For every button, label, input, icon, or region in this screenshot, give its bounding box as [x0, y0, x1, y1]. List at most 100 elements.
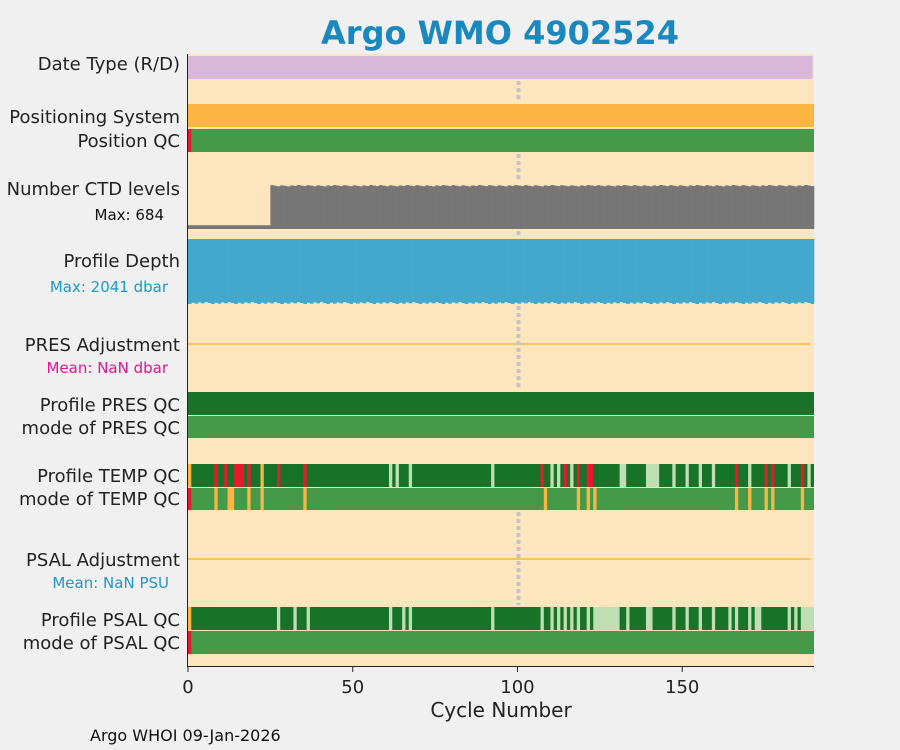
profile-depth-bar-147: [672, 239, 676, 304]
ctd-levels-bar-187: [804, 185, 808, 229]
profile-psal-qc-segment-21: [711, 607, 716, 630]
profile-depth-bar-83: [461, 239, 466, 304]
profile-temp-qc-segment-12: [540, 464, 544, 487]
profile-depth-bar-101: [520, 239, 525, 303]
profile-pres-qc-bar: [188, 392, 814, 415]
profile-depth-bar-65: [402, 239, 406, 304]
ctd-levels-bar-175: [764, 185, 769, 229]
ctd-levels-bar-155: [698, 185, 703, 229]
profile-temp-qc-segment-10: [408, 464, 413, 487]
profile-depth-bar-86: [471, 239, 475, 304]
profile-depth-bar-157: [705, 239, 709, 303]
ctd-levels-bar-114: [563, 185, 568, 229]
profile-depth-bar-108: [543, 239, 548, 303]
profile-depth-bar-189: [810, 239, 815, 304]
profile-depth-bar-45: [336, 239, 340, 303]
ctd-levels-bar-26: [273, 185, 278, 229]
mode-psal-qc-bar: [188, 631, 814, 654]
ctd-levels-bar-142: [655, 185, 660, 229]
ctd-levels-bar-186: [800, 185, 805, 229]
profile-depth-bar-113: [560, 239, 564, 303]
profile-depth-bar-150: [682, 239, 686, 303]
profile-depth-bar-187: [804, 239, 808, 303]
ctd-levels-bar-182: [787, 185, 792, 229]
profile-depth-bar-181: [784, 239, 788, 304]
profile-depth-bar-107: [540, 239, 545, 304]
profile-psal-qc-segment-19: [685, 607, 689, 630]
profile-depth-bar-66: [405, 239, 410, 303]
profile-depth-bar-38: [313, 239, 317, 303]
ctd-levels-bar-108: [543, 185, 548, 229]
ctd-levels-bar-134: [629, 186, 634, 229]
profile-depth-bar-98: [510, 239, 515, 304]
psal-adjustment-mean: Mean: NaN PSU: [52, 574, 169, 592]
ctd-levels-bar-120: [583, 185, 587, 229]
ctd-levels-bar-123: [593, 186, 597, 229]
profile-depth-bar-76: [438, 239, 442, 304]
ctd-levels-bar-11: [224, 225, 228, 229]
label-profile-psal-qc: Profile PSAL QC: [41, 610, 180, 631]
profile-depth-bar-170: [748, 239, 752, 304]
profile-depth-bar-43: [329, 239, 334, 303]
ctd-levels-bar-161: [718, 185, 723, 229]
profile-temp-qc-segment-25: [734, 464, 739, 487]
ctd-levels-bar-138: [642, 185, 647, 229]
ctd-levels-bar-124: [596, 185, 601, 229]
ctd-levels-bar-116: [570, 185, 574, 229]
profile-depth-bar-94: [497, 239, 502, 303]
ctd-levels-bar-76: [438, 185, 442, 229]
profile-depth-bar-31: [290, 239, 294, 303]
mode-temp-qc-segment-10: [734, 488, 739, 510]
ctd-levels-bar-101: [520, 186, 525, 229]
profile-psal-qc-segment-15: [593, 607, 620, 630]
profile-depth-bar-7: [211, 239, 215, 304]
position-qc-bar: [188, 129, 814, 152]
profile-psal-qc-segment-14: [586, 607, 590, 630]
ctd-levels-bar-97: [507, 185, 512, 229]
ctd-levels-bar-17: [244, 225, 248, 229]
profile-depth-bar-120: [583, 239, 587, 303]
profile-depth-bar-20: [253, 239, 258, 304]
profile-psal-qc-segment-26: [787, 607, 791, 630]
ctd-levels-bar-86: [471, 185, 475, 229]
profile-temp-qc-segment-1: [214, 464, 218, 487]
ctd-levels-bar-30: [286, 186, 291, 229]
ctd-levels-bar-137: [639, 186, 643, 229]
pres-adjustment-mean: Mean: NaN dbar: [47, 359, 169, 377]
mode-temp-qc-segment-0: [188, 488, 192, 510]
profile-psal-qc-segment-24: [748, 607, 752, 630]
ctd-levels-bar-132: [622, 185, 627, 229]
ctd-levels-bar-144: [662, 185, 667, 229]
ctd-levels-bar-8: [214, 225, 218, 229]
ctd-levels-bar-41: [323, 186, 327, 229]
label-positioning-system: Positioning System: [9, 107, 180, 128]
profile-depth-bar-75: [435, 239, 439, 303]
profile-depth-bar-130: [616, 239, 620, 304]
mode-temp-qc-bar: [188, 488, 814, 510]
profile-depth-bar-59: [382, 239, 386, 303]
profile-depth-bar-57: [375, 239, 380, 303]
ctd-levels-bar-15: [237, 225, 242, 229]
profile-depth-bar-49: [349, 239, 354, 304]
ctd-levels-bar-1: [191, 225, 195, 229]
profile-depth-bar-10: [220, 239, 225, 303]
ctd-levels-bar-157: [705, 185, 709, 229]
profile-depth-bar-55: [369, 239, 373, 304]
profile-depth-bar-176: [767, 239, 772, 303]
ctd-levels-bar-168: [741, 185, 746, 229]
mode-temp-qc-segment-1: [214, 488, 218, 510]
label-mode-pres-qc: mode of PRES QC: [22, 418, 180, 439]
ctd-levels-bar-154: [695, 185, 699, 229]
ctd-levels-bar-66: [405, 185, 410, 229]
profile-depth-bar-109: [547, 239, 551, 304]
profile-psal-qc-segment-8: [540, 607, 544, 630]
ctd-levels-bar-31: [290, 185, 294, 229]
profile-depth-bar-93: [494, 239, 499, 304]
ctd-levels-bar-18: [247, 225, 251, 229]
profile-temp-qc-segment-7: [303, 464, 307, 487]
ctd-levels-bar-40: [319, 185, 324, 229]
profile-depth-bar-91: [487, 239, 492, 304]
profile-depth-bar-163: [725, 239, 729, 304]
ctd-levels-bar-112: [557, 186, 561, 229]
profile-depth-bar-88: [477, 239, 482, 304]
